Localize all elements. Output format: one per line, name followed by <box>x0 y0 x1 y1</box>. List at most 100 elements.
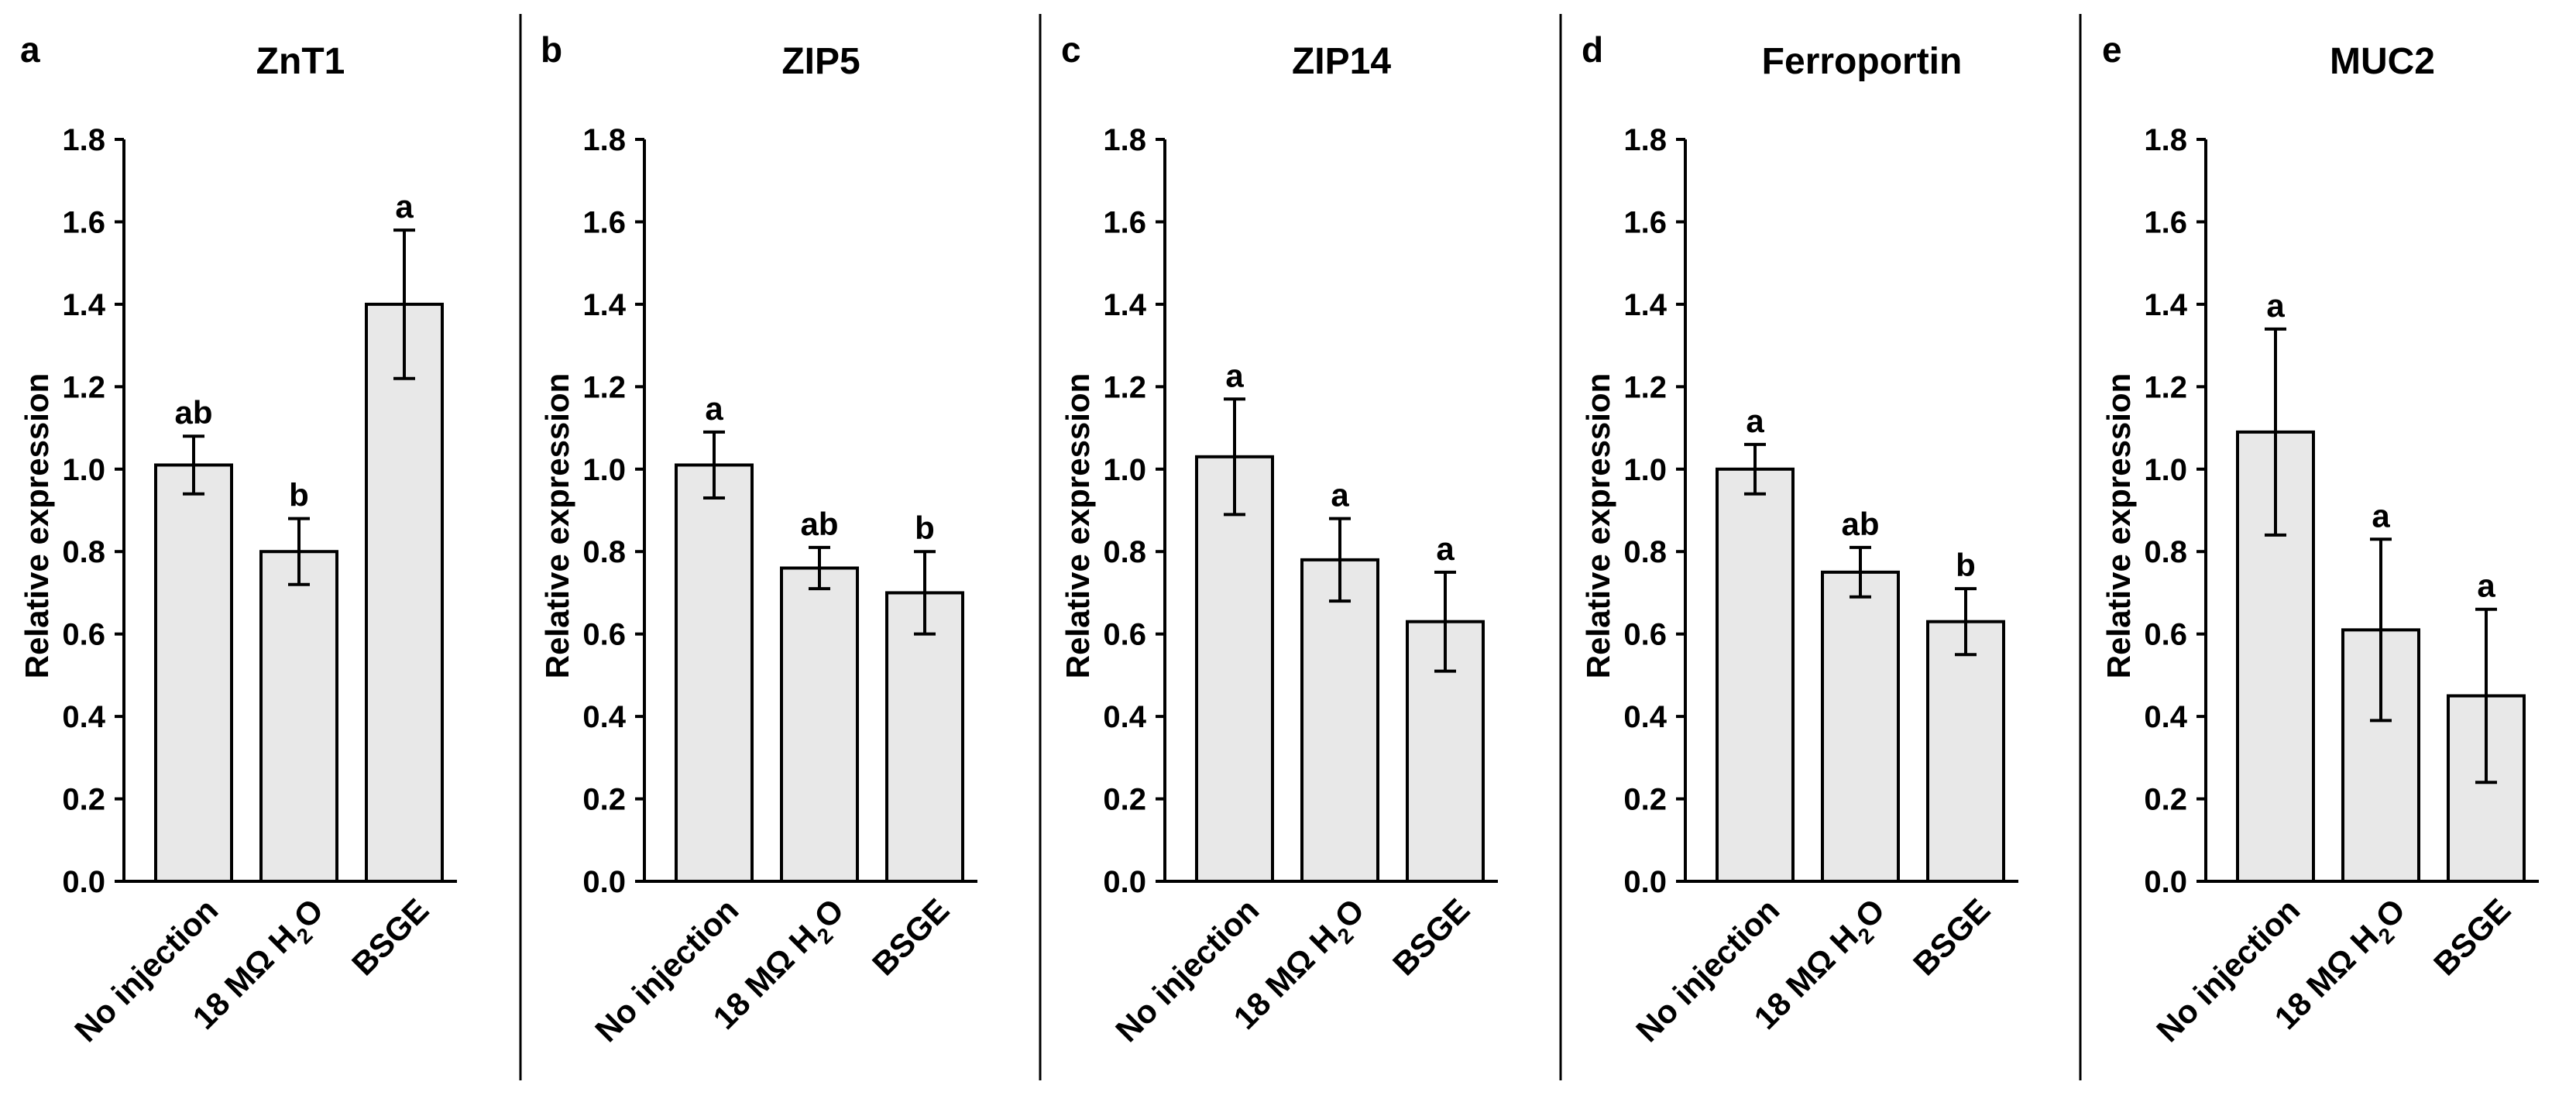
panel-letter: e <box>2102 29 2122 70</box>
y-tick-label: 1.8 <box>582 123 626 157</box>
category-label-text: BSGE <box>1906 891 1997 982</box>
y-tick-label: 0.8 <box>1103 535 1146 569</box>
y-tick-label: 0.6 <box>582 618 626 652</box>
y-tick-label: 1.2 <box>1103 370 1146 404</box>
y-tick-label: 1.8 <box>62 123 105 157</box>
bar-2 <box>1300 558 1379 883</box>
y-tick-label: 1.6 <box>1623 205 1667 239</box>
panel-letter: b <box>541 29 562 70</box>
y-tick-label: 1.2 <box>582 370 626 404</box>
category-label: BSGE <box>1386 891 1476 982</box>
y-tick-label: 1.6 <box>582 205 626 239</box>
significance-letter: a <box>395 188 414 225</box>
y-tick-label: 1.4 <box>1623 288 1667 322</box>
significance-letter: b <box>1956 547 1976 583</box>
bar-3 <box>885 591 964 883</box>
significance-letter: a <box>1746 403 1764 439</box>
y-tick-label: 0.0 <box>2144 865 2187 899</box>
y-tick-label: 1.4 <box>2144 288 2187 322</box>
category-label-suffix: O <box>2368 891 2412 935</box>
y-tick-label: 0.2 <box>1623 783 1667 817</box>
category-label-suffix: O <box>1848 891 1891 935</box>
y-tick-label: 1.2 <box>1623 370 1667 404</box>
y-tick-label: 0.4 <box>582 700 626 734</box>
category-label: BSGE <box>865 891 956 982</box>
panel-letter: c <box>1061 29 1081 70</box>
y-axis-label: Relative expression <box>2100 373 2137 679</box>
y-axis-label: Relative expression <box>19 373 55 679</box>
bar-1 <box>1716 467 1795 883</box>
y-tick-label: 0.0 <box>1623 865 1667 899</box>
significance-letter: ab <box>1841 506 1879 542</box>
chart-title: ZIP5 <box>781 41 860 82</box>
chart-title: Ferroportin <box>1762 41 1963 82</box>
bar-3 <box>365 302 444 883</box>
category-label-text: BSGE <box>1386 891 1476 982</box>
chart-title: ZIP14 <box>1292 41 1391 82</box>
chart-title: MUC2 <box>2330 41 2435 82</box>
chart-title: ZnT1 <box>256 41 345 82</box>
category-label-text: BSGE <box>345 891 435 982</box>
y-tick-label: 0.0 <box>62 865 105 899</box>
category-label-suffix: O <box>1327 891 1371 935</box>
y-tick-label: 0.2 <box>62 783 105 817</box>
significance-letter: ab <box>174 394 212 431</box>
y-tick-label: 1.8 <box>1103 123 1146 157</box>
y-tick-label: 0.6 <box>2144 618 2187 652</box>
category-label: BSGE <box>345 891 435 982</box>
y-tick-label: 0.4 <box>62 700 105 734</box>
significance-letter: a <box>1436 530 1455 567</box>
y-tick-label: 0.2 <box>2144 783 2187 817</box>
y-tick-label: 1.8 <box>1623 123 1667 157</box>
y-axis-label: Relative expression <box>539 373 575 679</box>
y-tick-label: 0.0 <box>1103 865 1146 899</box>
y-tick-label: 1.6 <box>62 205 105 239</box>
panel-e: e MUC2 Relative expression 0.0 0.2 0.4 0.6 0.8 1… <box>2100 29 2539 1049</box>
significance-letter: b <box>289 477 309 513</box>
y-tick-label: 1.4 <box>1103 288 1146 322</box>
category-label: BSGE <box>1906 891 1997 982</box>
panel-b: b ZIP5 Relative expression 0.0 0.2 0.4 0.6 0.8 1… <box>539 29 977 1049</box>
y-tick-label: 1.0 <box>1623 453 1667 487</box>
significance-letter: a <box>1225 357 1244 393</box>
y-tick-label: 1.2 <box>2144 370 2187 404</box>
panel-d: d Ferroportin Relative expression 0.0 0.2 0.4… <box>1580 29 2018 1049</box>
y-tick-label: 0.6 <box>1623 618 1667 652</box>
y-tick-label: 1.8 <box>2144 123 2187 157</box>
bar-2 <box>1821 570 1900 883</box>
category-label-suffix: O <box>807 891 850 935</box>
significance-letter: a <box>2372 497 2390 534</box>
y-tick-label: 1.6 <box>1103 205 1146 239</box>
bar-1 <box>154 463 233 883</box>
y-tick-label: 0.2 <box>1103 783 1146 817</box>
category-label: BSGE <box>2427 891 2517 982</box>
category-label-suffix: O <box>287 891 330 935</box>
bar-2 <box>259 550 338 883</box>
panel-c: c ZIP14 Relative expression 0.0 0.2 0.4 0.6 0.8… <box>1060 29 1498 1049</box>
bar-1 <box>675 463 754 883</box>
y-tick-label: 1.4 <box>582 288 626 322</box>
y-tick-label: 0.2 <box>582 783 626 817</box>
y-tick-label: 1.0 <box>582 453 626 487</box>
y-tick-label: 0.8 <box>1623 535 1667 569</box>
y-tick-label: 0.4 <box>2144 700 2187 734</box>
panel-letter: d <box>1582 29 1603 70</box>
significance-letter: b <box>915 510 935 546</box>
bar-1 <box>1195 455 1274 883</box>
y-tick-label: 0.6 <box>62 618 105 652</box>
category-label-text: BSGE <box>2427 891 2517 982</box>
y-tick-label: 0.8 <box>582 535 626 569</box>
y-tick-label: 1.2 <box>62 370 105 404</box>
panel-letter: a <box>20 29 40 70</box>
y-tick-label: 1.4 <box>62 288 105 322</box>
y-tick-label: 1.6 <box>2144 205 2187 239</box>
y-tick-label: 0.4 <box>1623 700 1667 734</box>
y-tick-label: 0.4 <box>1103 700 1146 734</box>
y-axis-label: Relative expression <box>1580 373 1616 679</box>
category-label-text: BSGE <box>865 891 956 982</box>
bar-3 <box>1926 620 2005 883</box>
y-tick-label: 0.8 <box>2144 535 2187 569</box>
y-tick-label: 1.0 <box>62 453 105 487</box>
y-tick-label: 0.8 <box>62 535 105 569</box>
